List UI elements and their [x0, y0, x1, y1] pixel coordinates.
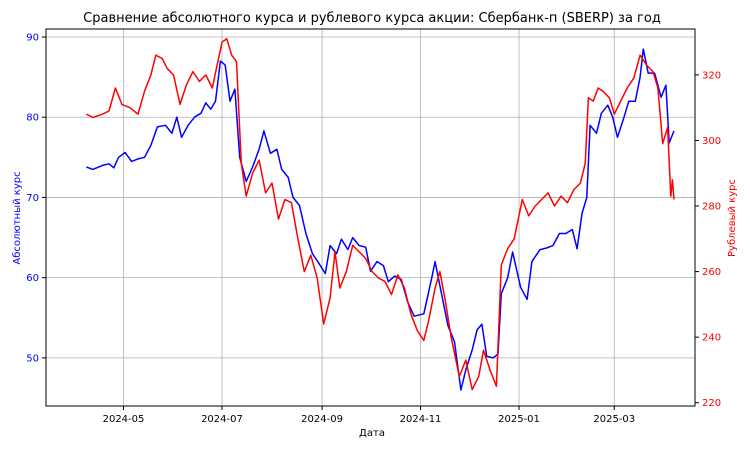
chart-title: Сравнение абсолютного курса и рублевого … — [83, 11, 661, 26]
x-tick-label: 2024-05 — [103, 414, 145, 425]
plot-frame — [45, 28, 696, 407]
right-y-tick-label: 220 — [702, 398, 721, 409]
right-y-tick-label: 280 — [702, 202, 721, 213]
x-tick-label: 2025-03 — [593, 414, 635, 425]
x-tick-label: 2025-01 — [498, 414, 540, 425]
right-y-tick-label: 240 — [702, 333, 721, 344]
left-y-tick-label: 90 — [26, 33, 39, 44]
left-y-axis-label: Абсолютный курс — [12, 171, 23, 264]
x-tick-label: 2024-11 — [400, 414, 442, 425]
absolute-price-line — [86, 48, 675, 391]
right-y-tick-label: 300 — [702, 136, 721, 147]
x-tick-label: 2024-07 — [201, 414, 243, 425]
left-y-tick-label: 60 — [26, 273, 39, 284]
series-layer — [86, 38, 675, 391]
left-y-tick-label: 50 — [26, 353, 39, 364]
x-tick-label: 2024-09 — [301, 414, 343, 425]
left-y-tick-label: 70 — [26, 193, 39, 204]
right-y-tick-label: 260 — [702, 267, 721, 278]
ruble-price-line — [86, 38, 675, 391]
left-y-tick-label: 80 — [26, 113, 39, 124]
axis-ticks: 2024-05 2024-07 2024-09 2024-11 2025-01 2025-… — [26, 33, 721, 425]
right-y-axis-label: Рублевый курс — [727, 179, 738, 257]
grid-lines — [46, 29, 695, 406]
x-axis-label: Дата — [359, 428, 385, 439]
right-y-tick-label: 320 — [702, 70, 721, 81]
